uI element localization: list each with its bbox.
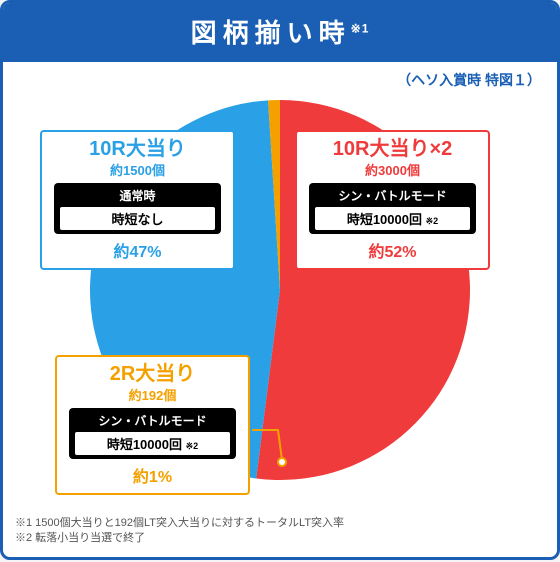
callout-red: 10R大当り×2 約3000個 シン・バトルモード 時短10000回 ※2 約5… bbox=[295, 130, 490, 270]
blue-mode-box: 通常時 時短なし bbox=[54, 183, 221, 234]
orange-mode-value: 時短10000回 ※2 bbox=[75, 432, 230, 455]
blue-mode-value: 時短なし bbox=[60, 207, 215, 230]
footnote-1: ※1 1500個大当りと192個LT突入大当りに対するトータルLT突入率 bbox=[15, 516, 545, 531]
chart-panel: 図柄揃い時※1 （ヘソ入賞時 特図１） 10R大当り 約1500個 通常時 時短… bbox=[0, 0, 560, 560]
title-text: 図柄揃い時 bbox=[191, 18, 351, 48]
red-mode-label: シン・バトルモード bbox=[315, 187, 470, 204]
footnotes: ※1 1500個大当りと192個LT突入大当りに対するトータルLT突入率 ※2 … bbox=[3, 510, 557, 557]
orange-mode-box: シン・バトルモード 時短10000回 ※2 bbox=[69, 408, 236, 459]
red-percent: 約52% bbox=[305, 238, 480, 262]
blue-percent: 約47% bbox=[50, 238, 225, 262]
red-mode-value: 時短10000回 ※2 bbox=[315, 207, 470, 230]
orange-title: 2R大当り bbox=[65, 363, 240, 385]
title-sup: ※1 bbox=[351, 21, 370, 35]
red-title: 10R大当り×2 bbox=[305, 138, 480, 160]
callout-blue: 10R大当り 約1500個 通常時 時短なし 約47% bbox=[40, 130, 235, 270]
orange-percent: 約1% bbox=[65, 463, 240, 487]
red-mode-box: シン・バトルモード 時短10000回 ※2 bbox=[309, 183, 476, 234]
subhead: （ヘソ入賞時 特図１） bbox=[3, 62, 557, 90]
blue-mode-label: 通常時 bbox=[60, 187, 215, 204]
footnote-2: ※2 転落小当り当選で終了 bbox=[15, 531, 545, 546]
orange-mode-label: シン・バトルモード bbox=[75, 412, 230, 429]
red-subtitle: 約3000個 bbox=[305, 160, 480, 179]
callout-orange: 2R大当り 約192個 シン・バトルモード 時短10000回 ※2 約1% bbox=[55, 355, 250, 495]
orange-subtitle: 約192個 bbox=[65, 385, 240, 404]
chart-area: 10R大当り 約1500個 通常時 時短なし 約47% 10R大当り×2 約30… bbox=[20, 90, 540, 510]
panel-header: 図柄揃い時※1 bbox=[3, 3, 557, 62]
blue-title: 10R大当り bbox=[50, 138, 225, 160]
blue-subtitle: 約1500個 bbox=[50, 160, 225, 179]
